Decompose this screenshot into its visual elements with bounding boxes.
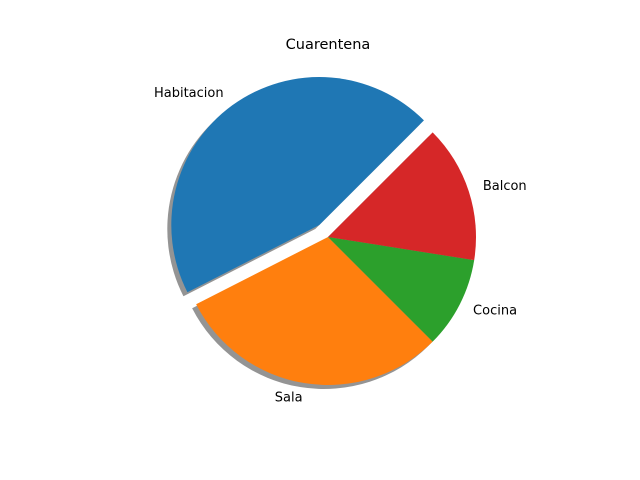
pie-slice-habitacion bbox=[171, 77, 424, 293]
slice-label-habitacion: Habitacion bbox=[154, 86, 224, 101]
pie-slice-balcon bbox=[328, 132, 476, 261]
slices bbox=[171, 77, 476, 385]
slice-label-sala: Sala bbox=[275, 390, 303, 405]
slice-label-cocina: Cocina bbox=[473, 303, 517, 318]
pie-slice-sala bbox=[196, 237, 433, 385]
chart-title: Cuarentena bbox=[286, 37, 371, 53]
pie-slice-cocina bbox=[328, 237, 475, 342]
slice-labels: Habitacion Sala Cocina Balcon bbox=[154, 86, 527, 405]
slice-label-balcon: Balcon bbox=[483, 179, 527, 194]
